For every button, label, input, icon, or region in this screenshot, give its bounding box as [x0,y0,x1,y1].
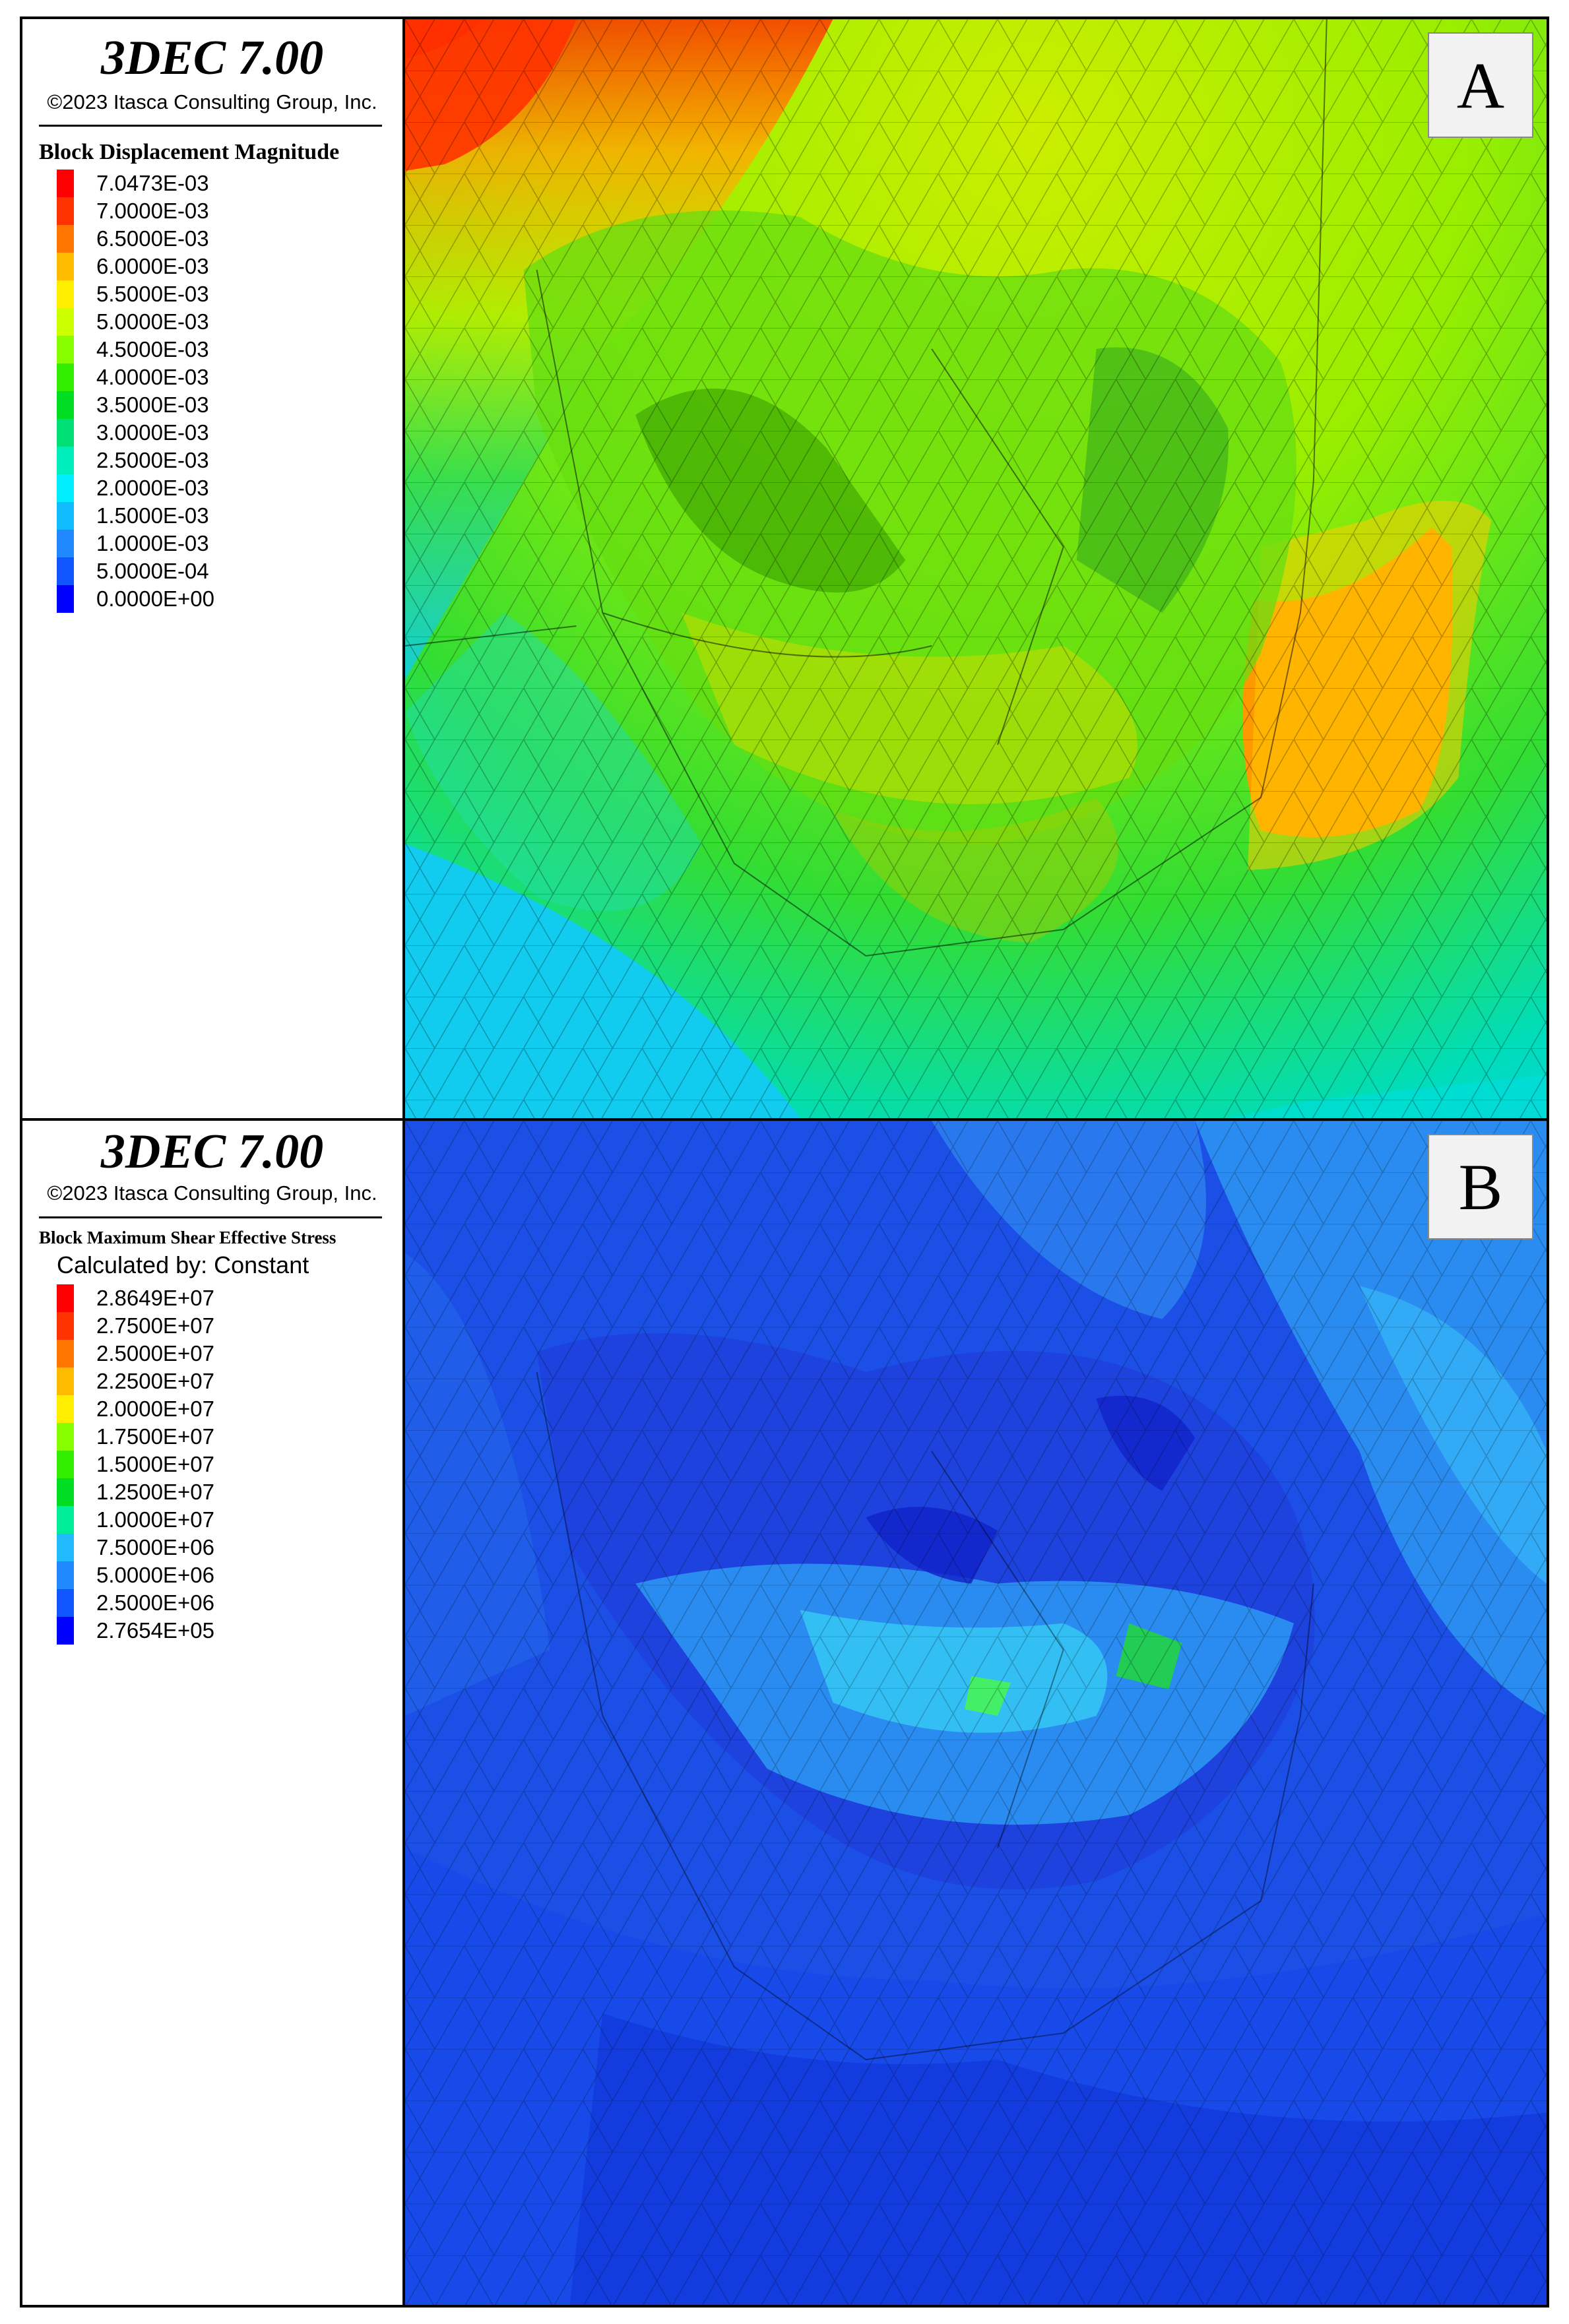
legend-tick-label: 1.5000E+07 [96,1452,214,1476]
legend-swatch [57,585,74,613]
legend-tick-label: 6.5000E-03 [96,226,209,251]
legend-swatch [57,308,74,336]
legend-swatch [57,419,74,447]
copyright-text: ©2023 Itasca Consulting Group, Inc. [47,90,377,113]
panel-label: B [1428,1134,1533,1240]
legend-tick-label: 1.0000E+07 [96,1507,214,1532]
legend-tick-label: 2.7654E+05 [96,1618,214,1643]
legend-tick-label: 6.0000E-03 [96,254,209,278]
legend-swatch [57,557,74,585]
legend-swatch [57,1561,74,1589]
legend-swatch [57,474,74,502]
legend-tick-label: 5.5000E-03 [96,282,209,306]
panel-label: A [1428,32,1533,138]
legend-tick-label: 1.0000E-03 [96,531,209,555]
legend-tick-label: 7.0473E-03 [96,171,209,195]
legend-tick-label: 1.5000E-03 [96,503,209,528]
legend-swatch [57,197,74,225]
legend-swatch [57,1284,74,1312]
legend-tick-label: 2.0000E+07 [96,1397,214,1421]
divider [39,1216,382,1218]
model-view-shear-stress: B [405,1121,1547,2305]
legend-swatch [57,1478,74,1506]
legend-tick-label: 4.0000E-03 [96,365,209,389]
contour-plot [405,19,1547,1118]
legend-swatch [57,1340,74,1367]
legend-swatch [57,530,74,557]
model-view-displacement: A [405,19,1547,1118]
legend-panel-a: 3DEC 7.00 ©2023 Itasca Consulting Group,… [22,19,405,1118]
panel-b: 3DEC 7.00 ©2023 Itasca Consulting Group,… [22,1121,1547,2305]
legend-swatch [57,502,74,530]
legend-swatch [57,447,74,474]
legend-tick-label: 2.0000E-03 [96,476,209,500]
legend-swatch [57,1617,74,1645]
legend-tick-label: 3.5000E-03 [96,393,209,417]
calculated-by-text: Calculated by: Constant [57,1251,309,1278]
legend-swatch [57,253,74,280]
legend-swatch [57,1367,74,1395]
legend-swatch [57,1312,74,1340]
legend-tick-label: 3.0000E-03 [96,420,209,445]
legend-swatch [57,336,74,363]
legend-tick-label: 2.5000E+06 [96,1590,214,1615]
legend-tick-label: 2.2500E+07 [96,1369,214,1393]
legend-title: Block Maximum Shear Effective Stress [39,1228,336,1247]
figure: 3DEC 7.00 ©2023 Itasca Consulting Group,… [20,16,1549,2308]
legend-title: Block Displacement Magnitude [39,140,340,164]
legend-tick-label: 7.5000E+06 [96,1535,214,1559]
panel-a: 3DEC 7.00 ©2023 Itasca Consulting Group,… [22,19,1547,1121]
legend-tick-label: 2.7500E+07 [96,1313,214,1338]
legend-panel-b: 3DEC 7.00 ©2023 Itasca Consulting Group,… [22,1121,405,2305]
contour-plot [405,1121,1547,2305]
legend-tick-label: 0.0000E+00 [96,586,214,611]
divider [39,125,382,127]
legend-swatch [57,225,74,253]
legend-tick-label: 5.0000E+06 [96,1563,214,1587]
legend-swatch [57,1451,74,1478]
copyright-text: ©2023 Itasca Consulting Group, Inc. [47,1181,377,1205]
legend-swatch [57,1423,74,1451]
legend-swatch [57,1589,74,1617]
app-title: 3DEC 7.00 [100,1125,324,1179]
legend-swatch [57,363,74,391]
legend-tick-label: 2.5000E-03 [96,448,209,472]
legend-tick-label: 2.5000E+07 [96,1341,214,1366]
legend-tick-label: 4.5000E-03 [96,337,209,361]
legend-tick-label: 1.2500E+07 [96,1480,214,1504]
legend-tick-label: 5.0000E-03 [96,309,209,334]
legend-swatch [57,280,74,308]
legend-swatch [57,1534,74,1561]
legend-tick-label: 2.8649E+07 [96,1286,214,1310]
legend-tick-label: 5.0000E-04 [96,559,209,583]
legend-swatch [57,391,74,419]
legend-tick-label: 1.7500E+07 [96,1424,214,1449]
legend-swatch [57,1506,74,1534]
legend-tick-label: 7.0000E-03 [96,199,209,223]
app-title: 3DEC 7.00 [100,31,324,85]
legend-swatch [57,170,74,197]
legend-swatch [57,1395,74,1423]
